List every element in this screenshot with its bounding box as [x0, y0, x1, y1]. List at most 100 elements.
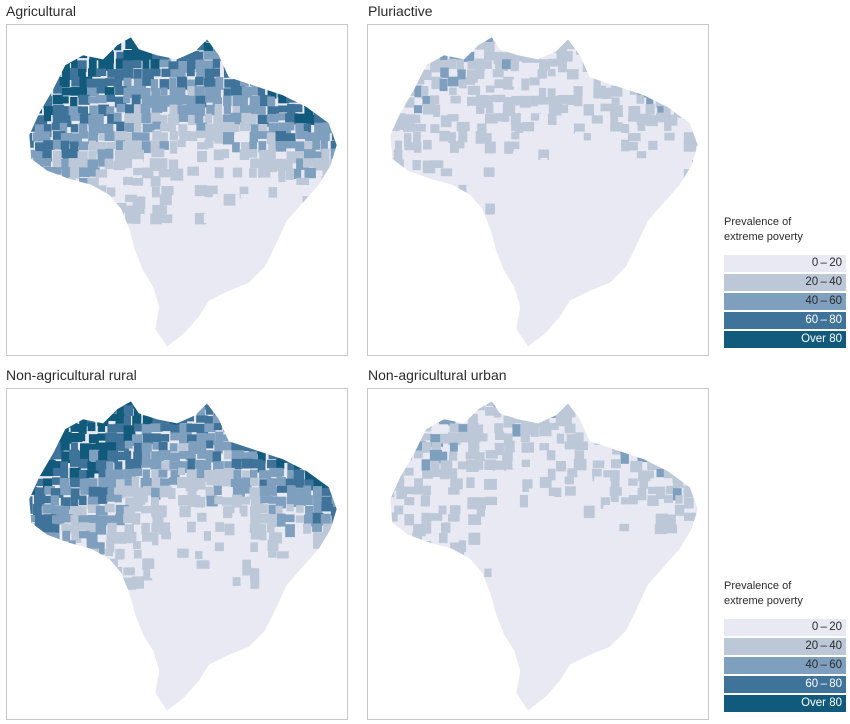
region-cell	[79, 141, 89, 151]
region-cell	[495, 566, 509, 576]
region-cell	[214, 133, 226, 144]
region-cell	[203, 78, 217, 88]
region-cell	[132, 213, 141, 224]
region-cell	[422, 442, 431, 453]
region-cell	[35, 115, 48, 127]
region-cell	[214, 542, 224, 552]
region-cell	[106, 539, 115, 553]
region-cell	[43, 42, 55, 55]
map-nonag-rural	[6, 388, 348, 720]
region-cell	[440, 657, 454, 666]
region-cell	[86, 532, 98, 545]
region-cell	[159, 114, 168, 126]
region-cell	[512, 43, 524, 54]
region-cell	[260, 405, 269, 418]
region-cell	[29, 121, 39, 132]
region-cell	[232, 401, 241, 407]
region-cell	[475, 401, 486, 411]
region-cell	[133, 541, 145, 550]
region-cell	[576, 685, 584, 696]
region-cell	[303, 50, 316, 63]
region-cell	[168, 61, 181, 73]
region-cell	[547, 496, 555, 506]
region-cell	[116, 140, 125, 151]
region-cell	[115, 469, 125, 481]
region-cell	[141, 505, 153, 514]
region-cell	[250, 185, 263, 193]
region-cell	[692, 477, 698, 490]
region-cell	[123, 401, 135, 409]
region-cell	[123, 176, 133, 186]
region-cell	[430, 124, 440, 133]
region-cell	[394, 140, 402, 150]
region-cell	[593, 684, 604, 693]
region-cell	[89, 558, 97, 567]
region-cell	[268, 160, 277, 173]
region-cell	[450, 141, 459, 153]
region-cell	[142, 167, 154, 179]
region-cell	[673, 77, 684, 90]
region-cell	[29, 605, 38, 615]
region-cell	[213, 149, 224, 161]
region-cell	[123, 648, 133, 657]
region-cell	[33, 656, 44, 666]
region-cell	[133, 78, 147, 90]
region-cell	[413, 49, 423, 58]
region-cell	[60, 432, 72, 444]
region-cell	[158, 407, 166, 419]
region-cell	[456, 121, 470, 132]
region-cell	[33, 76, 47, 86]
region-cell	[33, 504, 42, 516]
region-cell	[305, 495, 313, 505]
region-cell	[29, 284, 36, 294]
region-cell	[339, 477, 347, 488]
region-cell	[86, 542, 98, 555]
region-cell	[177, 339, 189, 347]
region-cell	[44, 459, 56, 473]
region-cell	[240, 523, 251, 533]
region-cell	[656, 405, 667, 413]
region-cell	[142, 416, 153, 428]
region-cell	[104, 248, 115, 260]
region-cell	[702, 515, 708, 526]
region-cell	[467, 401, 478, 410]
region-cell	[231, 458, 242, 470]
region-cell	[60, 106, 72, 119]
region-cell	[449, 301, 461, 314]
region-cell	[539, 87, 547, 100]
region-cell	[539, 59, 551, 71]
region-cell	[693, 424, 698, 434]
region-cell	[86, 470, 95, 478]
region-cell	[78, 160, 90, 171]
region-cell	[655, 451, 668, 464]
region-cell	[494, 469, 505, 482]
region-cell	[125, 67, 134, 79]
region-cell	[584, 405, 593, 418]
region-cell	[88, 150, 97, 162]
region-cell	[78, 106, 88, 117]
region-cell	[394, 169, 405, 178]
region-cell	[700, 41, 708, 48]
region-cell	[52, 461, 65, 470]
region-cell	[205, 132, 218, 141]
region-cell	[404, 452, 412, 461]
region-cell	[221, 434, 233, 442]
region-cell	[29, 95, 33, 105]
region-cell	[682, 319, 694, 331]
region-cell	[390, 37, 395, 41]
region-cell	[41, 401, 53, 407]
region-cell	[276, 468, 284, 477]
region-cell	[627, 133, 641, 142]
region-cell	[692, 595, 698, 607]
region-cell	[169, 87, 179, 98]
region-cell	[29, 301, 37, 315]
region-cell	[330, 158, 337, 170]
region-cell	[250, 43, 264, 55]
region-cell	[113, 160, 126, 171]
region-cell	[29, 432, 36, 445]
region-cell	[107, 424, 119, 433]
region-cell	[431, 560, 440, 570]
region-cell	[115, 414, 125, 424]
region-cell	[439, 532, 448, 544]
region-cell	[339, 523, 347, 535]
